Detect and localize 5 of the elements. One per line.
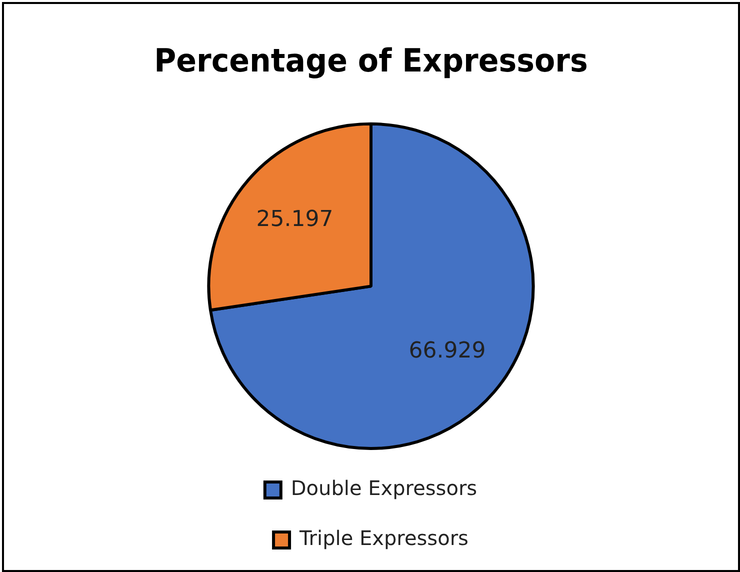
data-label: 66.929	[408, 338, 486, 364]
legend-label: Double Expressors	[290, 476, 478, 500]
data-label: 25.197	[256, 207, 334, 232]
chart-title: Percentage of Expressors	[154, 42, 588, 80]
legend-label: Triple Expressors	[298, 526, 468, 550]
